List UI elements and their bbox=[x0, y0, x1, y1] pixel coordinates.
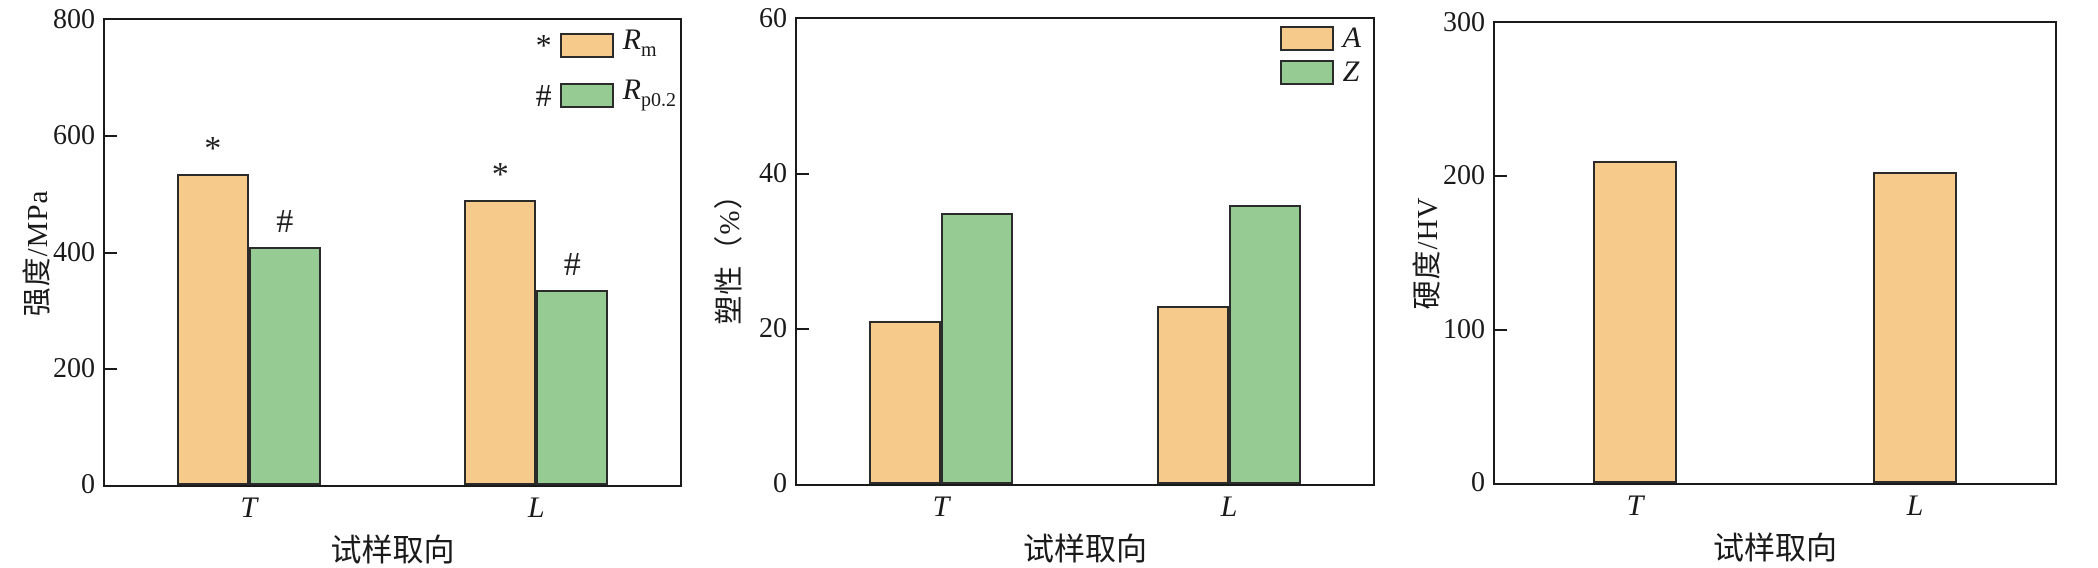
bar-Rp0.2-T bbox=[248, 246, 321, 485]
y-tick-label: 800 bbox=[53, 4, 95, 35]
bar-Z-T bbox=[941, 212, 1013, 484]
y-tick-label: 0 bbox=[1471, 467, 1485, 498]
y-tick-label: 100 bbox=[1443, 313, 1485, 345]
bar-Z-L bbox=[1229, 205, 1301, 484]
plasticity-plot-area: 0 20 40 60 塑性（%） 试样取向 T L A Z bbox=[714, 3, 1375, 567]
y-tick-label: 40 bbox=[759, 158, 787, 189]
hardness-plot-area: 0 100 200 300 硬度/HV 试样取向 T L bbox=[1412, 7, 2057, 566]
significance-marker: # bbox=[563, 246, 581, 284]
legend: * Rm # Rp0.2 bbox=[528, 25, 676, 115]
y-tick-label: 200 bbox=[53, 352, 95, 384]
legend-item: # Rp0.2 bbox=[528, 75, 676, 115]
legend-marker-symbol: * bbox=[535, 26, 552, 63]
y-tick-label: 600 bbox=[53, 120, 95, 152]
y-axis-tick bbox=[105, 367, 117, 370]
legend-item: * Rm bbox=[528, 25, 676, 65]
x-axis-title: 试样取向 bbox=[330, 533, 455, 568]
legend-color-swatch bbox=[1279, 59, 1334, 85]
bar-A-L bbox=[1157, 305, 1229, 484]
y-axis-tick bbox=[797, 173, 809, 175]
y-axis-title: 塑性（%） bbox=[714, 178, 746, 325]
bar-A-T bbox=[869, 321, 941, 484]
y-axis-tick bbox=[1495, 175, 1507, 178]
bar-Rm-T bbox=[176, 174, 249, 485]
legend-label: Z bbox=[1342, 55, 1360, 88]
x-axis-title: 试样取向 bbox=[1023, 532, 1147, 567]
y-tick-label: 0 bbox=[81, 469, 95, 500]
legend-marker-symbol: # bbox=[535, 76, 552, 113]
y-tick-label: 200 bbox=[1443, 160, 1485, 192]
legend-label: Rm bbox=[622, 23, 657, 62]
legend-color-swatch bbox=[559, 32, 614, 58]
x-category-label: L bbox=[1906, 489, 1924, 522]
significance-marker: # bbox=[276, 202, 294, 240]
legend-color-swatch bbox=[1279, 25, 1334, 51]
y-axis-title: 强度/MPa bbox=[22, 189, 54, 316]
y-axis-tick bbox=[105, 251, 117, 254]
y-tick-label: 60 bbox=[759, 3, 787, 34]
legend-item: A bbox=[1279, 21, 1361, 54]
y-tick-label: 0 bbox=[773, 468, 787, 499]
x-axis-title: 试样取向 bbox=[1713, 531, 1837, 566]
legend-label: A bbox=[1342, 21, 1361, 54]
y-axis-tick bbox=[797, 328, 809, 330]
bar-HV-L bbox=[1873, 171, 1957, 483]
x-category-label: T bbox=[1626, 489, 1644, 522]
legend-label: Rp0.2 bbox=[622, 73, 676, 112]
bar-Rm-L bbox=[464, 200, 537, 485]
y-axis-tick bbox=[1495, 328, 1507, 331]
bar-Rp0.2-L bbox=[536, 290, 609, 485]
x-category-label: T bbox=[240, 491, 258, 524]
y-tick-label: 20 bbox=[759, 313, 787, 344]
y-axis-title: 硬度/HV bbox=[1412, 196, 1444, 310]
y-tick-label: 300 bbox=[1443, 7, 1485, 38]
legend-item: Z bbox=[1279, 55, 1361, 88]
significance-marker: * bbox=[204, 130, 222, 168]
x-category-label: L bbox=[1220, 490, 1238, 523]
y-axis-tick bbox=[105, 135, 117, 138]
y-tick-label: 400 bbox=[53, 236, 95, 268]
strength-plot-area: 0 200 400 600 800 强度/MPa 试样取向 * # T * # L * Rm # Rp0.2 bbox=[22, 4, 682, 568]
bar-HV-T bbox=[1593, 161, 1677, 483]
significance-marker: * bbox=[491, 156, 509, 194]
x-category-label: T bbox=[932, 490, 950, 523]
legend-color-swatch bbox=[559, 82, 614, 108]
x-category-label: L bbox=[527, 491, 545, 524]
